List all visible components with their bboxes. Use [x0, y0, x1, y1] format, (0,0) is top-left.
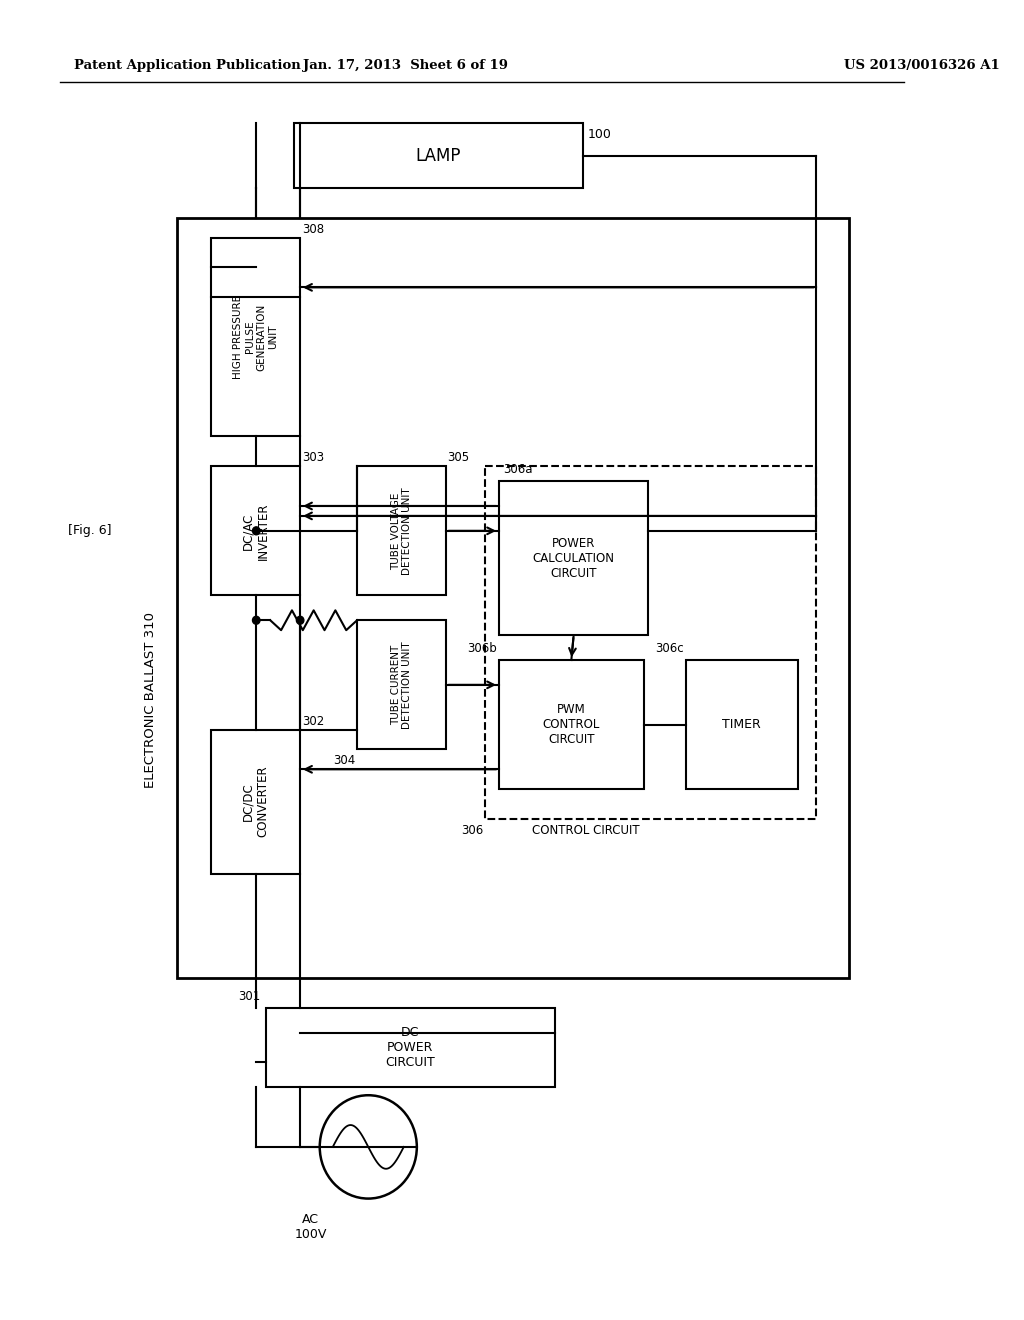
Text: TIMER: TIMER — [722, 718, 761, 731]
Text: Jan. 17, 2013  Sheet 6 of 19: Jan. 17, 2013 Sheet 6 of 19 — [303, 59, 508, 73]
Bar — [211, 466, 300, 595]
Bar — [485, 466, 816, 818]
Text: [Fig. 6]: [Fig. 6] — [68, 524, 112, 537]
Text: 100: 100 — [588, 128, 611, 141]
Text: ELECTRONIC BALLAST 310: ELECTRONIC BALLAST 310 — [144, 611, 158, 788]
Text: LAMP: LAMP — [416, 147, 461, 165]
Bar — [177, 218, 849, 978]
Text: CONTROL CIRCUIT: CONTROL CIRCUIT — [531, 824, 639, 837]
Text: 305: 305 — [447, 451, 470, 465]
Text: US 2013/0016326 A1: US 2013/0016326 A1 — [845, 59, 1000, 73]
Text: 306: 306 — [461, 824, 483, 837]
Bar — [499, 660, 644, 789]
Text: 306b: 306b — [467, 642, 497, 655]
Bar — [211, 730, 300, 874]
Text: 304: 304 — [333, 755, 355, 767]
Circle shape — [253, 616, 260, 624]
Text: TUBE VOLTAGE
DETECTION UNIT: TUBE VOLTAGE DETECTION UNIT — [390, 487, 413, 574]
Text: AC
100V: AC 100V — [294, 1213, 327, 1242]
Bar — [294, 123, 583, 187]
Text: 303: 303 — [302, 451, 325, 465]
Text: DC/DC
CONVERTER: DC/DC CONVERTER — [242, 766, 269, 837]
Text: 301: 301 — [239, 990, 261, 1003]
Text: TUBE CURRENT
DETECTION UNIT: TUBE CURRENT DETECTION UNIT — [390, 642, 413, 729]
Bar — [686, 660, 798, 789]
Bar — [357, 466, 445, 595]
Text: HIGH PRESSURE
PULSE
GENERATION
UNIT: HIGH PRESSURE PULSE GENERATION UNIT — [233, 294, 279, 379]
Text: 306a: 306a — [504, 463, 534, 477]
Bar — [265, 1007, 555, 1088]
Bar — [499, 480, 648, 635]
Bar — [211, 238, 300, 437]
Text: DC
POWER
CIRCUIT: DC POWER CIRCUIT — [385, 1026, 435, 1069]
Circle shape — [296, 616, 304, 624]
Circle shape — [253, 527, 260, 535]
Text: 306c: 306c — [655, 642, 684, 655]
Text: PWM
CONTROL
CIRCUIT: PWM CONTROL CIRCUIT — [543, 704, 600, 746]
Text: 302: 302 — [302, 714, 325, 727]
Bar — [357, 620, 445, 750]
Text: DC/AC
INVERTER: DC/AC INVERTER — [242, 502, 269, 560]
Text: Patent Application Publication: Patent Application Publication — [74, 59, 301, 73]
Text: POWER
CALCULATION
CIRCUIT: POWER CALCULATION CIRCUIT — [532, 537, 614, 579]
Text: 308: 308 — [302, 223, 325, 236]
